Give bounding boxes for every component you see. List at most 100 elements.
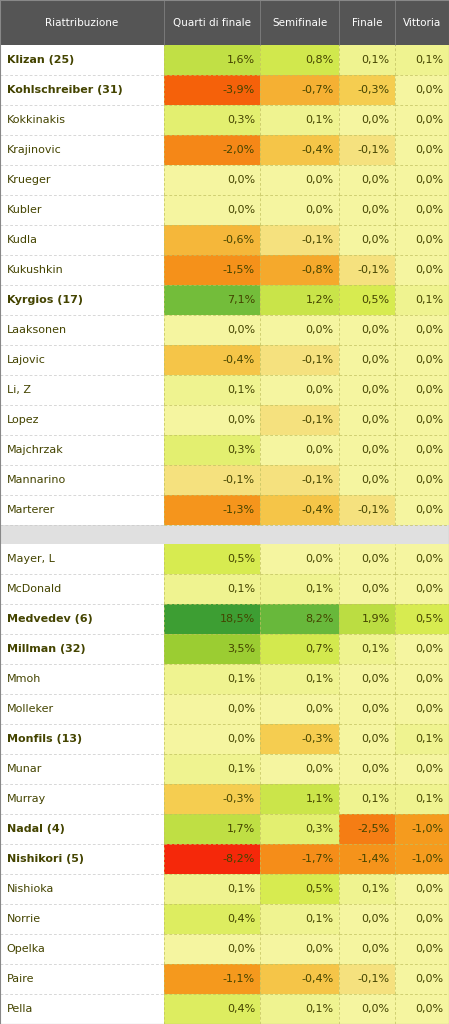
Bar (395, 135, 449, 165)
Bar (395, 844, 449, 873)
Bar (260, 406, 339, 435)
Text: 0,0%: 0,0% (415, 554, 444, 564)
Bar (260, 964, 339, 994)
Text: 0,0%: 0,0% (305, 703, 334, 714)
Bar (0, 255, 164, 285)
Text: -2,0%: -2,0% (223, 145, 255, 155)
Text: 1,6%: 1,6% (227, 55, 255, 66)
Bar (164, 406, 260, 435)
Bar (164, 964, 260, 994)
Bar (164, 544, 260, 573)
Bar (339, 315, 395, 345)
Text: -0,1%: -0,1% (301, 355, 334, 366)
Bar (339, 255, 395, 285)
Text: 0,1%: 0,1% (305, 584, 334, 594)
Text: 0,0%: 0,0% (415, 1004, 444, 1014)
Text: 1,2%: 1,2% (305, 295, 334, 305)
Bar (164, 345, 260, 375)
Text: -1,7%: -1,7% (301, 854, 334, 864)
Text: -0,8%: -0,8% (301, 265, 334, 275)
Bar (164, 285, 260, 315)
Text: 7,1%: 7,1% (227, 295, 255, 305)
Bar (164, 315, 260, 345)
Text: Vittoria: Vittoria (403, 17, 441, 28)
Text: Nadal (4): Nadal (4) (7, 824, 65, 834)
Text: 0,0%: 0,0% (415, 145, 444, 155)
Text: 0,0%: 0,0% (305, 205, 334, 215)
Text: 0,0%: 0,0% (227, 205, 255, 215)
Bar (339, 75, 395, 105)
Text: Norrie: Norrie (7, 914, 41, 924)
Text: -1,5%: -1,5% (223, 265, 255, 275)
Text: 0,0%: 0,0% (415, 265, 444, 275)
Text: 0,0%: 0,0% (227, 326, 255, 335)
Text: 0,0%: 0,0% (305, 175, 334, 185)
Bar (339, 814, 395, 844)
Bar (0, 994, 164, 1024)
Bar (395, 783, 449, 814)
Bar (260, 345, 339, 375)
Bar (339, 783, 395, 814)
Text: 0,0%: 0,0% (305, 385, 334, 395)
Bar (395, 375, 449, 406)
Bar (0, 664, 164, 694)
Bar (395, 573, 449, 604)
Bar (260, 375, 339, 406)
Text: 0,0%: 0,0% (361, 703, 390, 714)
Bar (395, 544, 449, 573)
Bar (339, 754, 395, 783)
Bar (260, 255, 339, 285)
Text: 0,0%: 0,0% (227, 734, 255, 743)
Text: 0,0%: 0,0% (415, 584, 444, 594)
Text: -0,1%: -0,1% (357, 505, 390, 515)
Bar (339, 544, 395, 573)
Bar (164, 525, 260, 544)
Text: 0,0%: 0,0% (227, 703, 255, 714)
Text: 0,0%: 0,0% (415, 674, 444, 684)
Bar (0, 285, 164, 315)
Text: Molleker: Molleker (7, 703, 54, 714)
Text: 0,4%: 0,4% (227, 914, 255, 924)
Bar (164, 255, 260, 285)
Text: -0,1%: -0,1% (301, 236, 334, 245)
Text: 0,0%: 0,0% (415, 205, 444, 215)
Bar (395, 964, 449, 994)
Bar (260, 724, 339, 754)
Text: 0,1%: 0,1% (415, 55, 444, 66)
Bar (0, 754, 164, 783)
Text: Mmoh: Mmoh (7, 674, 41, 684)
Bar (260, 496, 339, 525)
Bar (260, 0, 339, 45)
Text: 0,1%: 0,1% (227, 764, 255, 774)
Bar (164, 75, 260, 105)
Bar (260, 45, 339, 75)
Bar (164, 0, 260, 45)
Bar (260, 544, 339, 573)
Text: 0,0%: 0,0% (305, 554, 334, 564)
Text: 0,1%: 0,1% (305, 914, 334, 924)
Bar (395, 604, 449, 634)
Bar (164, 604, 260, 634)
Text: Lopez: Lopez (7, 416, 39, 425)
Text: 0,1%: 0,1% (305, 674, 334, 684)
Text: Paire: Paire (7, 974, 34, 984)
Bar (0, 196, 164, 225)
Bar (395, 465, 449, 496)
Text: 0,0%: 0,0% (415, 175, 444, 185)
Bar (0, 573, 164, 604)
Text: 0,0%: 0,0% (415, 115, 444, 125)
Bar (395, 345, 449, 375)
Bar (260, 225, 339, 255)
Text: -0,4%: -0,4% (223, 355, 255, 366)
Bar (0, 544, 164, 573)
Bar (164, 904, 260, 934)
Bar (0, 105, 164, 135)
Bar (339, 285, 395, 315)
Bar (395, 754, 449, 783)
Bar (339, 904, 395, 934)
Text: 0,3%: 0,3% (227, 115, 255, 125)
Bar (164, 45, 260, 75)
Text: 0,1%: 0,1% (305, 1004, 334, 1014)
Text: 0,0%: 0,0% (361, 944, 390, 954)
Text: -0,1%: -0,1% (357, 145, 390, 155)
